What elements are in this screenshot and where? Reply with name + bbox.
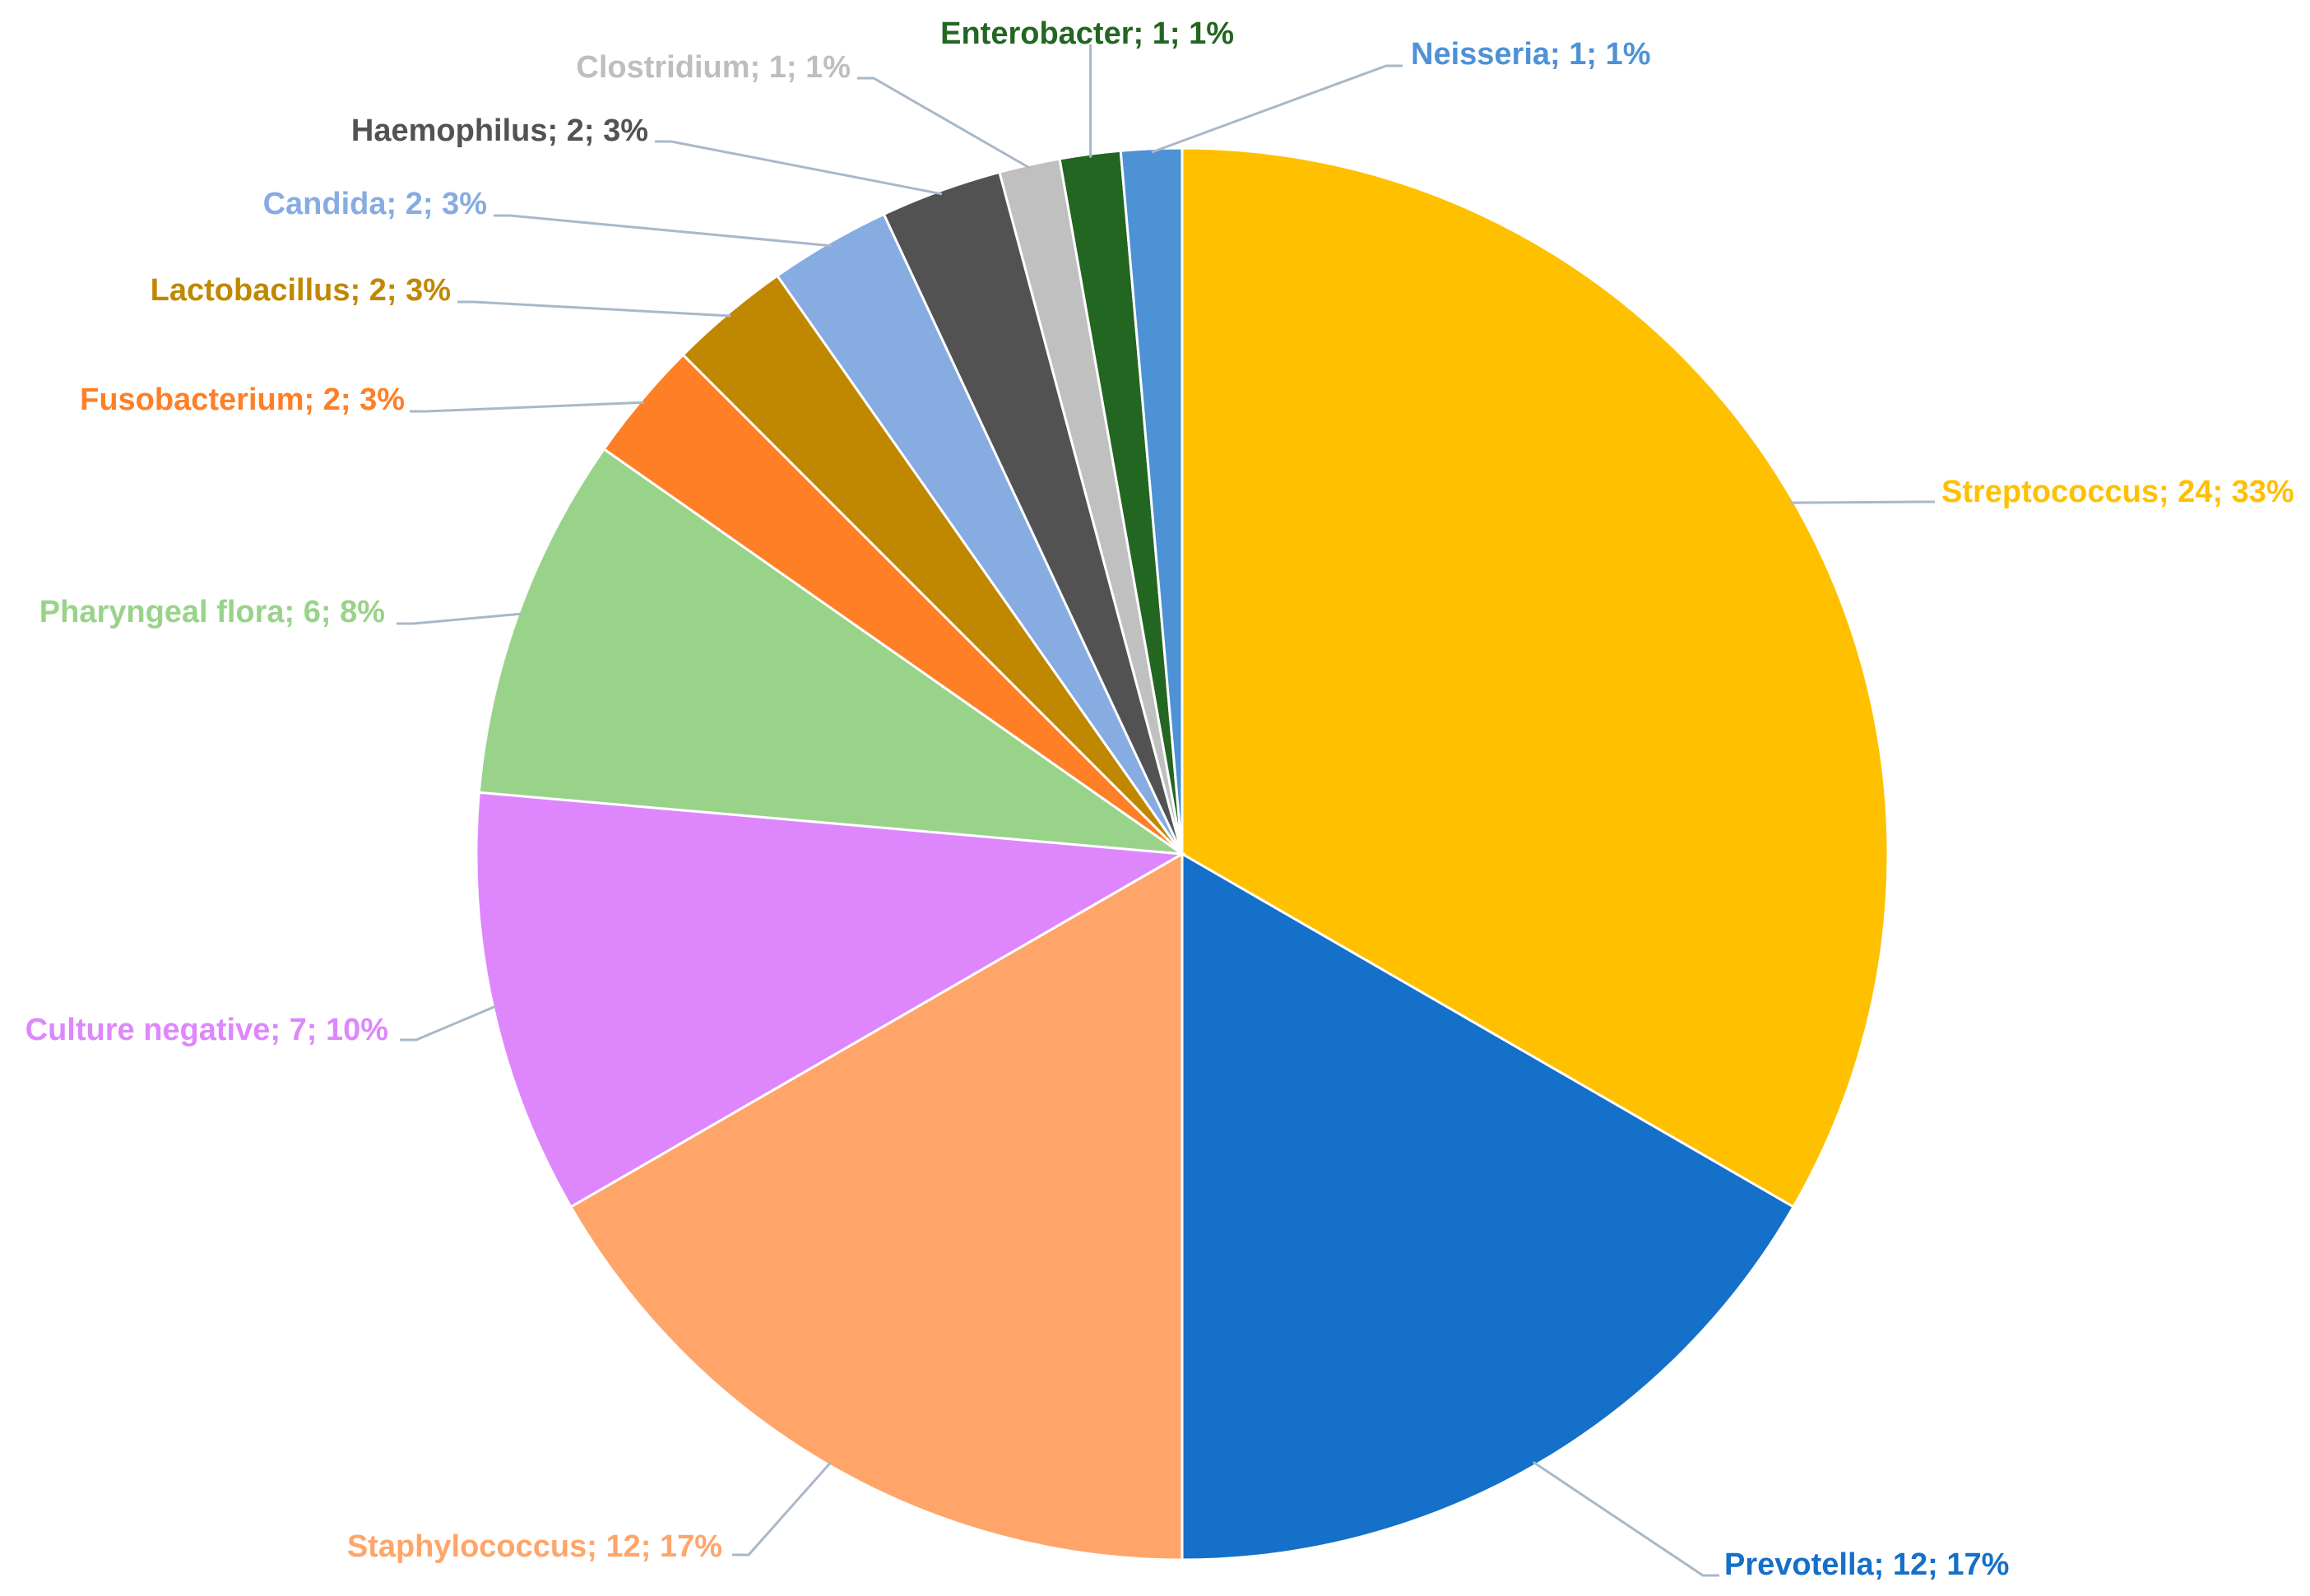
leader-line-prevotella [1533, 1461, 1719, 1577]
data-label-staphylococcus: Staphylococcus; 12; 17% [347, 1529, 722, 1564]
leader-line-neisseria [1151, 64, 1403, 154]
leader-line-fusobacterium [410, 401, 645, 413]
data-label-candida: Candida; 2; 3% [263, 187, 487, 221]
leader-line-staphylococcus [732, 1461, 833, 1557]
leader-line-culture-negative [400, 1004, 498, 1042]
data-label-haemophilus: Haemophilus; 2; 3% [351, 114, 648, 148]
pie-slices [475, 146, 1890, 1561]
data-label-clostridium: Clostridium; 1; 1% [576, 50, 851, 85]
leader-line-clostridium [857, 77, 1031, 169]
data-label-fusobacterium: Fusobacterium; 2; 3% [80, 383, 405, 417]
data-label-lactobacillus: Lactobacillus; 2; 3% [151, 273, 451, 308]
leader-line-streptococcus [1790, 500, 1935, 504]
leader-line-lactobacillus [457, 300, 731, 318]
pie-slice-streptococcus [1181, 146, 1890, 1209]
data-label-prevotella: Prevotella; 12; 17% [1724, 1547, 2009, 1582]
pie-slice-neisseria [1119, 146, 1184, 855]
data-label-enterobacter: Enterobacter; 1; 1% [940, 16, 1234, 51]
leader-line-pharyngeal-flora [397, 612, 522, 625]
data-label-culture-negative: Culture negative; 7; 10% [26, 1013, 388, 1047]
data-labels: Streptococcus; 24; 33% Prevotella; 12; 17… [26, 16, 2294, 1582]
data-label-streptococcus: Streptococcus; 24; 33% [1941, 475, 2294, 509]
pie-slice-pharyngeal-flora [477, 447, 1187, 856]
leader-lines [397, 44, 1935, 1577]
pie-slice-prevotella [1181, 851, 1796, 1561]
leader-line-haemophilus [655, 140, 943, 196]
leader-line-candida [494, 214, 832, 248]
data-label-neisseria: Neisseria; 1; 1% [1411, 37, 1651, 72]
data-label-pharyngeal-flora: Pharyngeal flora; 6; 8% [39, 595, 385, 629]
